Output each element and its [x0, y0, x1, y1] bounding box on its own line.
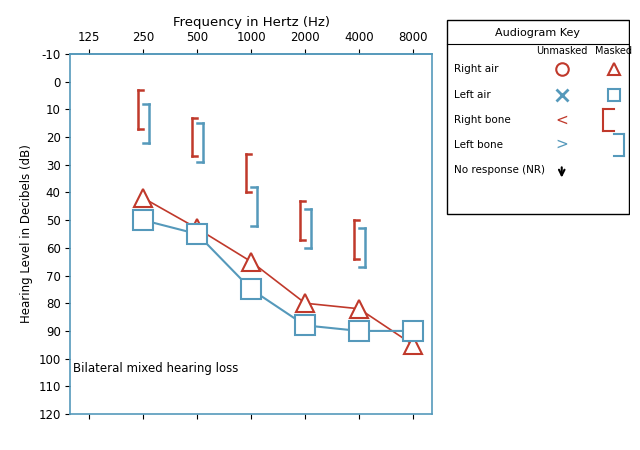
Text: No response (NR): No response (NR): [454, 166, 545, 176]
Text: Unmasked: Unmasked: [536, 46, 588, 56]
Text: Bilateral mixed hearing loss: Bilateral mixed hearing loss: [73, 362, 239, 375]
Text: >: >: [556, 137, 568, 152]
X-axis label: Frequency in Hertz (Hz): Frequency in Hertz (Hz): [173, 16, 330, 29]
Text: Left bone: Left bone: [454, 140, 503, 150]
Text: Masked: Masked: [595, 46, 632, 56]
Text: Right bone: Right bone: [454, 115, 511, 125]
Text: Left air: Left air: [454, 90, 491, 100]
FancyBboxPatch shape: [447, 20, 628, 214]
Text: <: <: [556, 112, 568, 127]
Text: Audiogram Key: Audiogram Key: [495, 28, 580, 38]
Y-axis label: Hearing Level in Decibels (dB): Hearing Level in Decibels (dB): [20, 144, 33, 324]
Text: Right air: Right air: [454, 64, 499, 75]
